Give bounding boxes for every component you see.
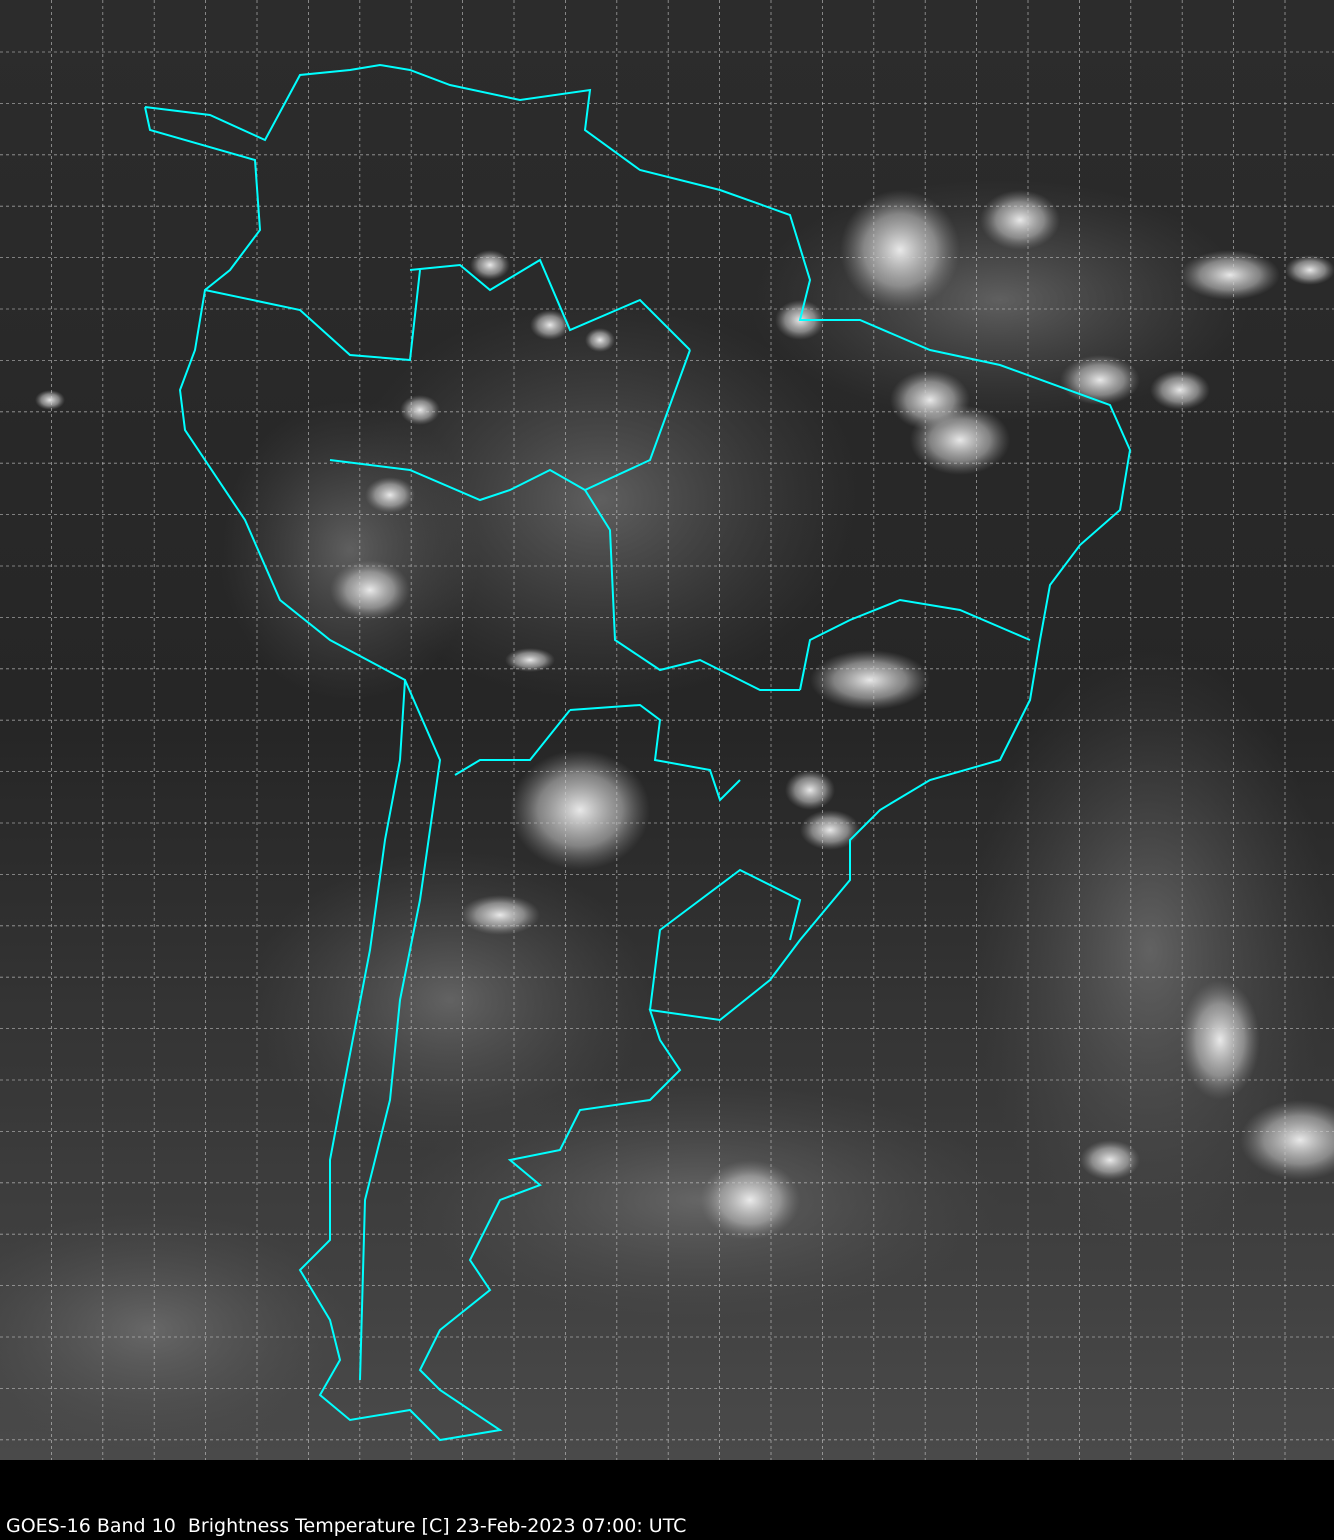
cloud-layer <box>35 190 1334 1240</box>
cloud <box>1150 370 1210 410</box>
cloud <box>785 770 835 810</box>
cloud <box>1180 980 1260 1100</box>
cloud <box>510 750 650 870</box>
border-colombia-peru <box>204 269 421 362</box>
cloud <box>35 390 65 410</box>
border-chile-argentina <box>359 679 442 1381</box>
border-bolivia <box>584 489 800 691</box>
cloud <box>1180 250 1280 300</box>
border-argentina-north <box>454 709 571 776</box>
cloud <box>1080 1140 1140 1180</box>
border-paraguay <box>569 703 741 802</box>
cloud <box>840 190 960 310</box>
cloud <box>800 810 860 850</box>
cloud <box>470 250 510 280</box>
cloud <box>330 560 410 620</box>
haze-patch <box>0 1210 350 1450</box>
cloud <box>585 328 615 352</box>
border-brazil-states <box>799 598 1031 691</box>
haze-patch <box>250 850 650 1150</box>
haze-patch <box>220 400 480 700</box>
cloud <box>980 190 1060 250</box>
cloud <box>890 370 970 430</box>
cloud <box>365 477 415 513</box>
cloud <box>1060 355 1140 405</box>
cloud <box>530 310 570 340</box>
cloud <box>400 395 440 425</box>
border-peru-brazil <box>329 349 691 502</box>
coastline-borders <box>144 63 1132 1442</box>
image-caption: GOES-16 Band 10 Brightness Temperature [… <box>6 1515 687 1537</box>
lat-lon-grid <box>0 0 1334 1460</box>
border-uruguay <box>649 868 802 1011</box>
cloud <box>1240 1100 1334 1180</box>
cloud <box>810 650 930 710</box>
haze-patch <box>970 650 1330 1250</box>
coastline <box>144 63 1132 1442</box>
cloud <box>460 895 540 935</box>
cloud <box>700 1160 800 1240</box>
cloud <box>505 648 555 672</box>
satellite-map <box>0 0 1334 1460</box>
border-brazil-north <box>409 258 691 351</box>
cloud <box>1285 255 1334 285</box>
